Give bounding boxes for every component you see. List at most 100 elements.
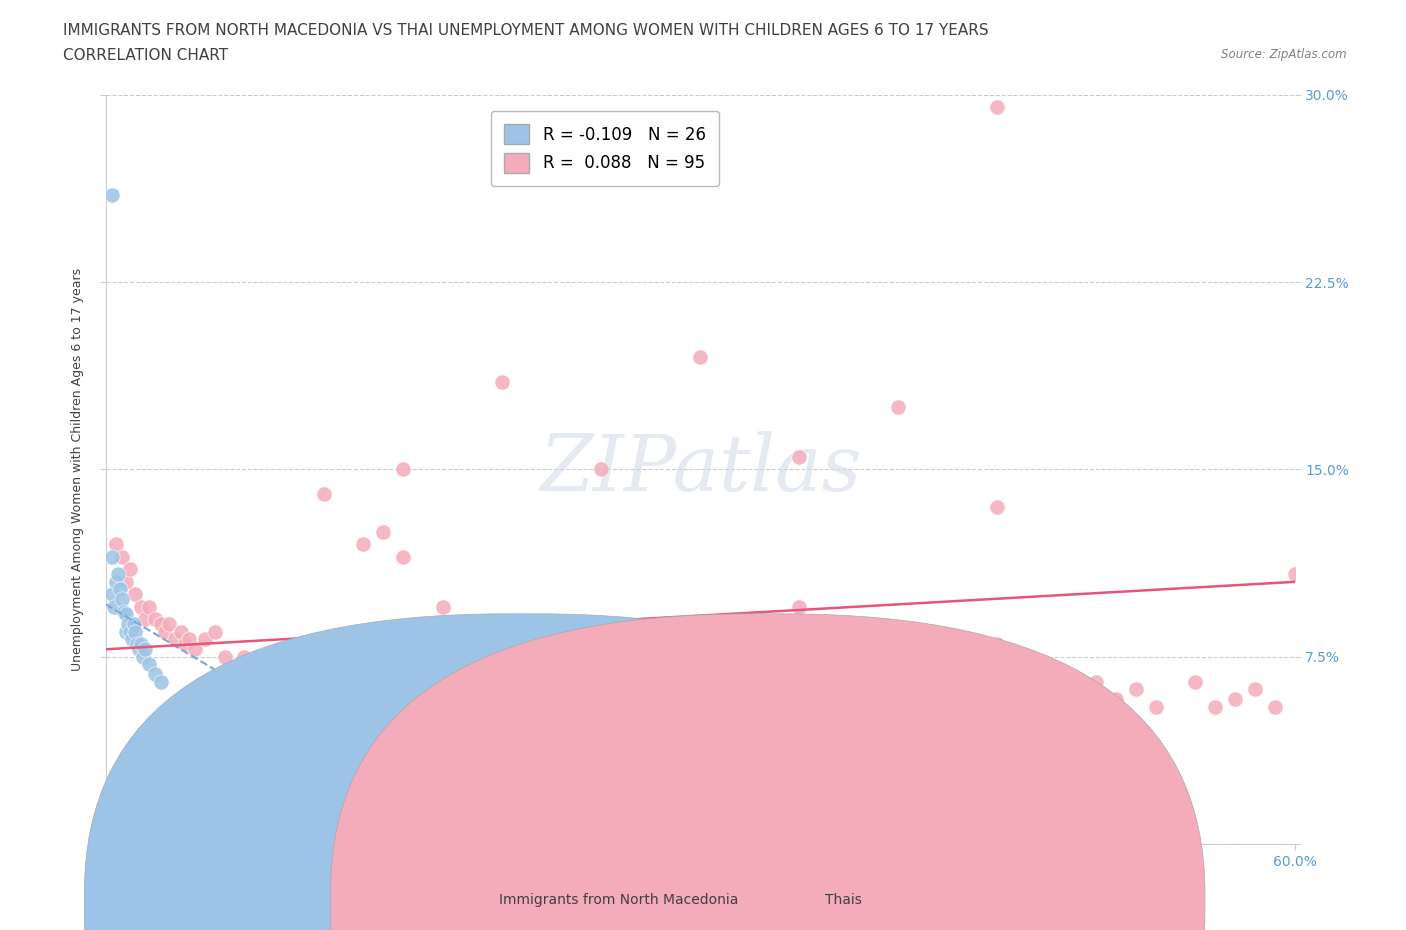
- FancyBboxPatch shape: [330, 614, 1205, 930]
- Point: [1144, 699, 1167, 714]
- Point: [510, 674, 533, 689]
- Point: [689, 350, 711, 365]
- Point: [1085, 674, 1108, 689]
- Point: [1105, 692, 1128, 707]
- Point: [124, 587, 146, 602]
- Point: [127, 637, 149, 652]
- Point: [569, 674, 592, 689]
- Point: [550, 692, 572, 707]
- Point: [1066, 692, 1088, 707]
- Point: [441, 624, 464, 639]
- Point: [491, 649, 513, 664]
- Point: [114, 575, 136, 590]
- Point: [748, 699, 770, 714]
- Point: [630, 687, 652, 702]
- Y-axis label: Unemployment Among Women with Children Ages 6 to 17 years: Unemployment Among Women with Children A…: [72, 268, 84, 671]
- Point: [1005, 699, 1028, 714]
- Legend: R = -0.109   N = 26, R =  0.088   N = 95: R = -0.109 N = 26, R = 0.088 N = 95: [491, 111, 718, 186]
- Point: [689, 649, 711, 664]
- Point: [143, 612, 166, 627]
- Point: [165, 699, 187, 714]
- Point: [659, 692, 682, 707]
- Point: [124, 624, 146, 639]
- Text: CORRELATION CHART: CORRELATION CHART: [63, 48, 228, 63]
- Point: [112, 604, 135, 619]
- Point: [946, 674, 969, 689]
- Point: [128, 642, 150, 657]
- Point: [100, 187, 122, 202]
- Point: [302, 674, 325, 689]
- Point: [1223, 692, 1246, 707]
- Point: [986, 100, 1008, 114]
- Point: [600, 699, 623, 714]
- Point: [530, 682, 553, 697]
- Point: [787, 600, 810, 615]
- Point: [131, 637, 153, 652]
- Text: Thais: Thais: [825, 893, 862, 907]
- Point: [758, 674, 780, 689]
- Point: [1026, 674, 1049, 689]
- Point: [177, 631, 200, 646]
- Point: [114, 607, 136, 622]
- Text: IMMIGRANTS FROM NORTH MACEDONIA VS THAI UNEMPLOYMENT AMONG WOMEN WITH CHILDREN A: IMMIGRANTS FROM NORTH MACEDONIA VS THAI …: [63, 23, 988, 38]
- Point: [1125, 682, 1147, 697]
- Point: [451, 674, 474, 689]
- Point: [184, 642, 207, 657]
- Point: [966, 692, 988, 707]
- Point: [986, 637, 1008, 652]
- Point: [738, 682, 761, 697]
- Point: [253, 667, 276, 682]
- Point: [110, 550, 132, 565]
- Point: [292, 657, 315, 671]
- FancyBboxPatch shape: [84, 614, 959, 930]
- Point: [121, 631, 143, 646]
- Point: [170, 624, 193, 639]
- Point: [432, 600, 454, 615]
- Point: [100, 550, 122, 565]
- Point: [273, 674, 295, 689]
- Point: [520, 662, 543, 677]
- Point: [828, 649, 851, 664]
- Point: [233, 649, 256, 664]
- Point: [122, 617, 145, 631]
- Point: [194, 631, 217, 646]
- Point: [373, 525, 395, 539]
- Point: [650, 682, 672, 697]
- Point: [787, 449, 810, 464]
- Point: [1284, 567, 1306, 582]
- Point: [138, 600, 160, 615]
- Point: [110, 591, 132, 606]
- Point: [103, 600, 125, 615]
- Text: Source: ZipAtlas.com: Source: ZipAtlas.com: [1222, 48, 1347, 61]
- Point: [907, 682, 929, 697]
- Point: [392, 462, 415, 477]
- Point: [332, 674, 354, 689]
- Point: [134, 642, 156, 657]
- Point: [104, 537, 127, 551]
- Point: [887, 674, 910, 689]
- Point: [117, 617, 139, 631]
- Point: [610, 674, 633, 689]
- Point: [728, 674, 751, 689]
- Point: [118, 562, 141, 577]
- Point: [263, 662, 285, 677]
- Point: [709, 657, 731, 671]
- Point: [155, 624, 177, 639]
- Point: [312, 487, 335, 502]
- Point: [1264, 699, 1286, 714]
- Point: [184, 724, 207, 739]
- Text: ZIPatlas: ZIPatlas: [538, 432, 862, 508]
- Point: [214, 750, 236, 764]
- Point: [131, 600, 153, 615]
- Point: [283, 667, 305, 682]
- Point: [1184, 674, 1206, 689]
- Point: [352, 537, 374, 551]
- Point: [100, 587, 122, 602]
- Point: [669, 674, 692, 689]
- Point: [224, 662, 246, 677]
- Point: [768, 692, 790, 707]
- Point: [150, 674, 173, 689]
- Point: [838, 667, 860, 682]
- Point: [104, 575, 127, 590]
- Point: [887, 400, 910, 415]
